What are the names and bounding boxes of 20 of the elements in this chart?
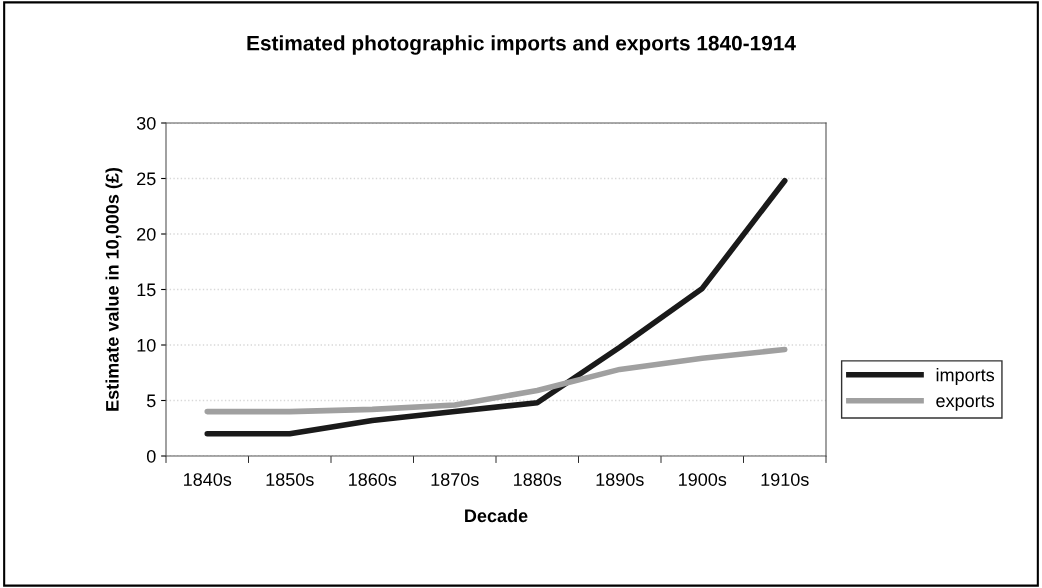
x-tick-label: 1880s <box>514 473 562 486</box>
y-axis-title: Estimate value in 10,000s (£) <box>105 167 123 411</box>
y-tick-label: 5 <box>146 394 156 408</box>
legend-label: exports <box>936 395 995 411</box>
chart-title: Estimated photographic imports and exports 1840-1914 <box>247 35 796 55</box>
y-tick-label: 0 <box>146 449 156 463</box>
x-tick-label: 1910s <box>761 473 809 486</box>
x-axis-title: Decade <box>465 508 528 523</box>
legend-label: imports <box>936 368 995 385</box>
x-tick-label: 1840s <box>184 473 232 486</box>
y-tick-label: 30 <box>136 116 156 130</box>
y-tick-label: 10 <box>137 338 156 352</box>
x-tick-label: 1900s <box>679 473 727 486</box>
y-tick-label: 15 <box>137 283 156 297</box>
x-tick-label: 1870s <box>431 473 479 486</box>
y-tick-label: 25 <box>137 172 156 186</box>
x-tick-label: 1850s <box>266 473 314 486</box>
x-tick-label: 1890s <box>596 473 644 486</box>
x-tick-label: 1860s <box>349 473 397 486</box>
y-tick-label: 20 <box>137 227 156 241</box>
